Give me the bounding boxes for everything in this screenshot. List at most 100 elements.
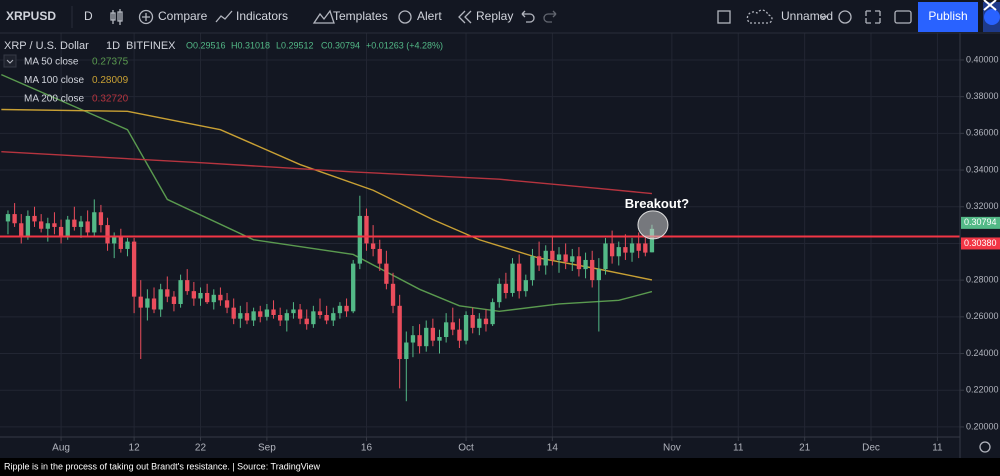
replay-button[interactable]: Replay bbox=[476, 9, 513, 23]
candle-body bbox=[523, 280, 528, 292]
y-tick-label: 0.28000 bbox=[966, 275, 999, 285]
candle-body bbox=[5, 214, 11, 222]
legend-collapse[interactable] bbox=[3, 54, 17, 68]
candle-body bbox=[530, 256, 535, 281]
candle-body bbox=[563, 254, 568, 262]
plot-area: Breakout? bbox=[0, 33, 960, 437]
templates-icon[interactable] bbox=[312, 9, 335, 24]
resistance-price-box bbox=[961, 237, 1000, 250]
candle-body bbox=[490, 302, 495, 325]
candle-body bbox=[649, 228, 655, 253]
candle-body bbox=[344, 305, 349, 312]
candle-body bbox=[629, 243, 635, 253]
templates-button[interactable]: Templates bbox=[333, 9, 388, 23]
interval-button[interactable]: D bbox=[84, 9, 93, 23]
candle-body bbox=[497, 283, 502, 303]
x-tick-label: 11 bbox=[733, 443, 744, 454]
x-tick-label: 14 bbox=[547, 443, 559, 454]
candle-body bbox=[370, 243, 376, 249]
alert-button[interactable]: Alert bbox=[417, 9, 442, 23]
candle-body bbox=[105, 225, 110, 244]
candle-body bbox=[517, 263, 522, 292]
symbol-button[interactable]: XRPUSD bbox=[6, 9, 56, 23]
publish-label: Publish bbox=[928, 9, 967, 23]
candle-body bbox=[211, 294, 216, 303]
candle-body bbox=[151, 298, 157, 310]
undo-icon[interactable] bbox=[521, 10, 535, 23]
dropdown-icon[interactable] bbox=[819, 14, 829, 20]
candle-body bbox=[297, 309, 303, 319]
candle-body bbox=[324, 314, 329, 321]
candle-body bbox=[437, 337, 442, 341]
candle-body bbox=[58, 226, 64, 237]
candle-body bbox=[623, 247, 628, 253]
last-price-label: 0.30794 bbox=[964, 217, 997, 227]
candle-body bbox=[198, 292, 203, 299]
candle-body bbox=[271, 309, 276, 315]
candle-body bbox=[258, 311, 263, 317]
candle-body bbox=[463, 314, 469, 341]
layout-name[interactable]: Unnamed bbox=[781, 9, 833, 23]
candle-body bbox=[138, 296, 143, 308]
fullscreen-icon[interactable] bbox=[865, 10, 881, 24]
candle-body bbox=[32, 215, 37, 222]
x-tick-label: 11 bbox=[932, 443, 943, 454]
legend-close: C0.30794 bbox=[321, 40, 360, 50]
candle-body bbox=[218, 294, 223, 301]
legend-ma-value: 0.32720 bbox=[92, 94, 129, 105]
redo-icon[interactable] bbox=[543, 10, 557, 23]
legend-change: +0.01263 (+4.28%) bbox=[366, 40, 443, 50]
candle-body bbox=[616, 247, 621, 257]
candle-body bbox=[410, 335, 416, 343]
candle-body bbox=[636, 243, 641, 251]
candle-body bbox=[317, 311, 323, 315]
axis-settings-icon[interactable] bbox=[979, 441, 991, 453]
snapshot-icon[interactable] bbox=[894, 10, 912, 24]
candle-body bbox=[85, 221, 90, 233]
settings-icon[interactable] bbox=[838, 10, 852, 24]
candle-body bbox=[204, 292, 210, 303]
publish-button[interactable] bbox=[918, 2, 978, 32]
compare-icon[interactable] bbox=[138, 9, 154, 25]
x-tick-label: Dec bbox=[862, 443, 880, 454]
candle-body bbox=[430, 327, 436, 341]
x-tick-label: Aug bbox=[52, 443, 70, 454]
annotation: Breakout? bbox=[625, 196, 689, 211]
compare-button[interactable]: Compare bbox=[158, 9, 208, 23]
y-tick-label: 0.22000 bbox=[966, 385, 999, 395]
candle-body bbox=[112, 236, 117, 244]
caption: Ripple is in the process of taking out B… bbox=[4, 461, 321, 471]
y-tick-label: 0.34000 bbox=[966, 164, 999, 174]
candle-body bbox=[231, 307, 236, 319]
candle-body bbox=[503, 283, 509, 293]
candle-body bbox=[337, 305, 343, 314]
replay-icon[interactable] bbox=[458, 10, 472, 24]
candle-body bbox=[191, 291, 197, 299]
candle-body bbox=[145, 298, 150, 308]
indicators-button[interactable]: Indicators bbox=[236, 9, 288, 23]
x-tick-label: Sep bbox=[258, 443, 276, 454]
candle-body bbox=[556, 254, 562, 260]
select-icon[interactable] bbox=[717, 10, 731, 24]
candle-body bbox=[278, 314, 283, 321]
legend: XRP / U.S. Dollar 1D BITFINEX O0.29516 H… bbox=[3, 40, 443, 105]
chart-type-icon[interactable] bbox=[110, 9, 123, 25]
candle-body bbox=[185, 280, 190, 292]
toolbar bbox=[0, 0, 1000, 33]
candle-body bbox=[171, 296, 177, 304]
candle-body bbox=[609, 243, 615, 257]
x-tick-label: Nov bbox=[663, 443, 681, 454]
candle-body bbox=[264, 309, 270, 317]
candle-body bbox=[52, 223, 57, 227]
candle-body bbox=[536, 256, 542, 266]
candle-body bbox=[510, 263, 515, 293]
candle-body bbox=[483, 318, 489, 325]
indicators-icon[interactable] bbox=[215, 10, 233, 23]
close-icon[interactable] bbox=[983, 0, 997, 11]
alert-icon[interactable] bbox=[398, 10, 412, 24]
legend-exchange: BITFINEX bbox=[126, 40, 176, 52]
candle-body bbox=[72, 219, 77, 227]
legend-low: L0.29512 bbox=[276, 40, 314, 50]
candle-body bbox=[12, 214, 17, 224]
legend-ma-name: MA 100 close bbox=[24, 75, 84, 86]
